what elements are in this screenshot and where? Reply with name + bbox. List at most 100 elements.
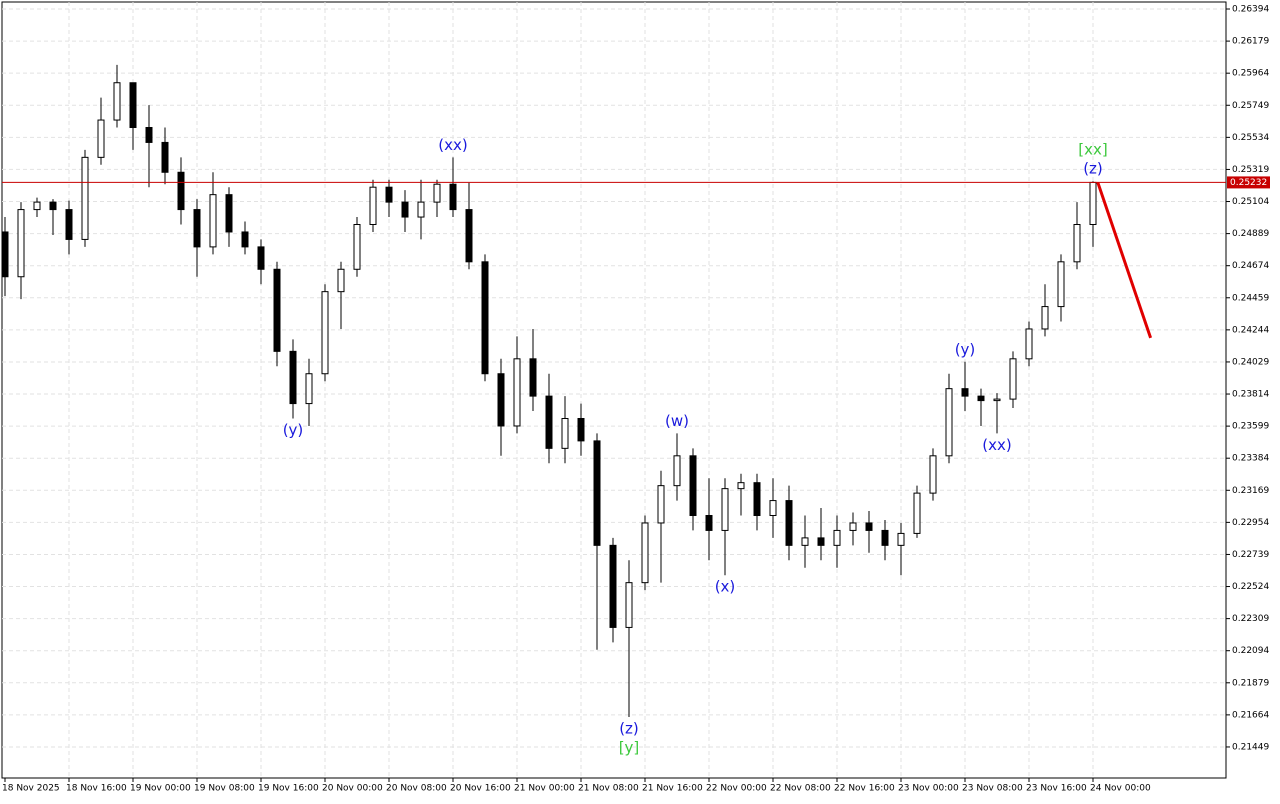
y-tick-label: 0.26394	[1232, 5, 1269, 15]
wave-label: [xx]	[1078, 141, 1107, 159]
candle-body	[209, 194, 217, 248]
y-tick-label: 0.24889	[1232, 229, 1269, 239]
candle-body	[609, 544, 617, 628]
candle-body	[1073, 224, 1081, 263]
y-tick-label: 0.25749	[1232, 101, 1269, 111]
candle-body	[529, 358, 537, 397]
x-tick-label: 20 Nov 08:00	[386, 784, 447, 794]
candle-body	[161, 141, 169, 173]
candle-body	[497, 373, 505, 427]
candle-body	[753, 482, 761, 517]
candle-body	[49, 201, 57, 211]
wave-label: (w)	[665, 412, 689, 430]
candle-body	[385, 186, 393, 203]
candle-body	[81, 156, 89, 240]
y-tick-label: 0.25319	[1232, 165, 1269, 175]
candle-body	[225, 194, 233, 233]
candle-body	[657, 485, 665, 524]
current-price-box	[1227, 176, 1270, 189]
candle-body	[97, 119, 105, 158]
y-tick-label: 0.26179	[1232, 37, 1269, 47]
candle-body	[1041, 306, 1049, 330]
candle-body	[865, 522, 873, 531]
x-tick-label: 19 Nov 16:00	[258, 784, 319, 794]
candle-body	[545, 395, 553, 449]
x-tick-label: 21 Nov 00:00	[514, 784, 575, 794]
candle-body	[113, 82, 121, 121]
candle-body	[977, 395, 985, 402]
candle-body	[625, 582, 633, 628]
y-tick-label: 0.23384	[1232, 454, 1269, 464]
candle-body	[849, 522, 857, 531]
candle-body	[993, 398, 1001, 402]
candle-body	[897, 532, 905, 546]
candle-body	[737, 482, 745, 490]
x-tick-label: 22 Nov 08:00	[770, 784, 831, 794]
current-price-label: 0.25232	[1230, 178, 1267, 188]
candle-body	[65, 209, 73, 240]
candle-body	[689, 455, 697, 517]
y-tick-label: 0.22309	[1232, 614, 1269, 624]
candle-body	[817, 537, 825, 546]
candle-body	[929, 455, 937, 494]
candle-body	[417, 201, 425, 218]
candle-body	[401, 201, 409, 218]
candle-body	[721, 488, 729, 531]
y-tick-label: 0.23599	[1232, 422, 1269, 432]
wave-label: [y]	[619, 738, 640, 756]
candle-body	[465, 209, 473, 263]
wave-label: (z)	[619, 719, 639, 737]
candle-body	[881, 529, 889, 546]
candle-body	[913, 492, 921, 534]
candle-body	[433, 183, 441, 203]
x-tick-label: 23 Nov 00:00	[898, 784, 959, 794]
candle-body	[1057, 261, 1065, 308]
x-tick-label: 19 Nov 08:00	[194, 784, 255, 794]
wave-label: (xx)	[982, 436, 1011, 454]
wave-label: (x)	[715, 578, 736, 596]
y-tick-label: 0.22524	[1232, 582, 1269, 592]
y-tick-label: 0.24674	[1232, 261, 1269, 271]
y-tick-label: 0.22094	[1232, 646, 1269, 656]
candle-body	[273, 268, 281, 352]
x-tick-label: 22 Nov 00:00	[706, 784, 767, 794]
x-tick-label: 24 Nov 00:00	[1090, 784, 1151, 794]
x-tick-label: 20 Nov 00:00	[322, 784, 383, 794]
x-tick-label: 23 Nov 08:00	[962, 784, 1023, 794]
y-tick-label: 0.24459	[1232, 293, 1269, 303]
candle-body	[673, 455, 681, 487]
candle-body	[305, 373, 313, 405]
y-tick-label: 0.21879	[1232, 678, 1269, 688]
candle-body	[513, 358, 521, 427]
y-tick-label: 0.25534	[1232, 133, 1269, 143]
candle-body	[193, 209, 201, 248]
candle-body	[177, 171, 185, 211]
x-tick-label: 21 Nov 08:00	[578, 784, 639, 794]
candle-body	[961, 388, 969, 397]
candle-body	[369, 186, 377, 226]
candle-body	[577, 418, 585, 442]
y-tick-label: 0.21449	[1232, 742, 1269, 752]
candle-body	[945, 388, 953, 457]
candle-body	[241, 231, 249, 248]
wave-label: (xx)	[438, 136, 467, 154]
candle-body	[1089, 181, 1097, 226]
y-tick-label: 0.23169	[1232, 486, 1269, 496]
x-tick-label: 23 Nov 16:00	[1026, 784, 1087, 794]
x-tick-label: 22 Nov 16:00	[834, 784, 895, 794]
y-tick-label: 0.22739	[1232, 550, 1269, 560]
candle-body	[593, 440, 601, 546]
candle-body	[145, 127, 153, 143]
candle-body	[33, 201, 41, 211]
y-tick-label: 0.21664	[1232, 710, 1269, 720]
plot-frame	[1, 1, 1227, 779]
y-tick-label: 0.23814	[1232, 390, 1269, 400]
candle-body	[337, 268, 345, 293]
x-tick-label: 18 Nov 2025	[2, 784, 60, 794]
wave-label: (y)	[283, 421, 304, 439]
y-tick-label: 0.25104	[1232, 197, 1269, 207]
candle-body	[833, 529, 841, 546]
forecast-line	[1096, 181, 1153, 339]
candle-body	[17, 209, 25, 278]
